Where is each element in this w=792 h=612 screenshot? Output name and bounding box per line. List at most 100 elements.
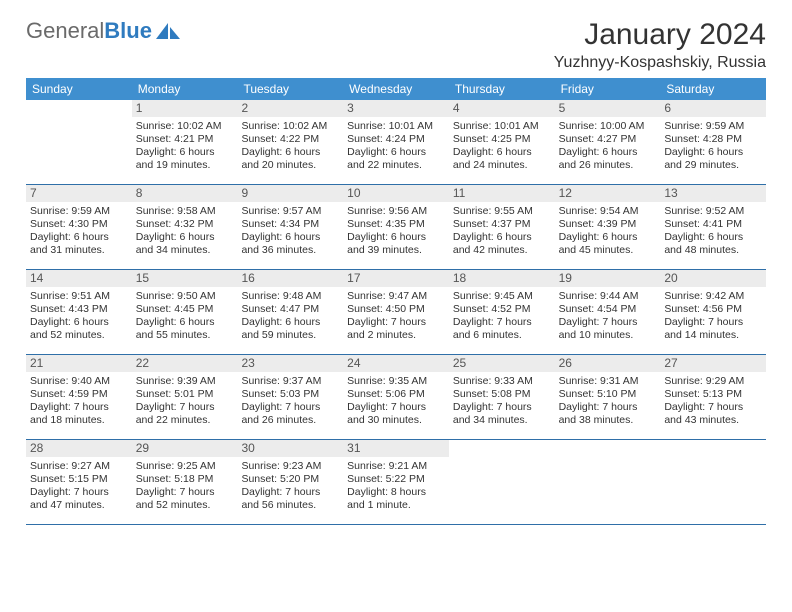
sunset-text: Sunset: 4:32 PM <box>136 218 234 231</box>
day-number: 14 <box>26 270 132 287</box>
daylight-text: Daylight: 6 hours and 19 minutes. <box>136 146 234 172</box>
day-cell: 2Sunrise: 10:02 AMSunset: 4:22 PMDayligh… <box>237 100 343 184</box>
weekday-header-row: Sunday Monday Tuesday Wednesday Thursday… <box>26 78 766 100</box>
sunset-text: Sunset: 4:43 PM <box>30 303 128 316</box>
daylight-text: Daylight: 6 hours and 42 minutes. <box>453 231 551 257</box>
day-number: 27 <box>660 355 766 372</box>
sunrise-text: Sunrise: 9:42 AM <box>664 290 762 303</box>
daylight-text: Daylight: 7 hours and 52 minutes. <box>136 486 234 512</box>
daylight-text: Daylight: 6 hours and 24 minutes. <box>453 146 551 172</box>
daylight-text: Daylight: 6 hours and 55 minutes. <box>136 316 234 342</box>
sunrise-text: Sunrise: 9:31 AM <box>559 375 657 388</box>
daylight-text: Daylight: 7 hours and 2 minutes. <box>347 316 445 342</box>
day-cell: 1Sunrise: 10:02 AMSunset: 4:21 PMDayligh… <box>132 100 238 184</box>
sunrise-text: Sunrise: 9:59 AM <box>664 120 762 133</box>
day-number: 30 <box>237 440 343 457</box>
day-number: 9 <box>237 185 343 202</box>
daylight-text: Daylight: 7 hours and 14 minutes. <box>664 316 762 342</box>
day-cell: 4Sunrise: 10:01 AMSunset: 4:25 PMDayligh… <box>449 100 555 184</box>
day-number: 8 <box>132 185 238 202</box>
day-number: 10 <box>343 185 449 202</box>
sunrise-text: Sunrise: 10:00 AM <box>559 120 657 133</box>
day-cell: 14 Sunrise: 9:51 AMSunset: 4:43 PMDayligh… <box>26 270 132 354</box>
sunrise-text: Sunrise: 9:48 AM <box>241 290 339 303</box>
day-cell <box>449 440 555 524</box>
weekday-header: Wednesday <box>343 78 449 100</box>
day-number: 19 <box>555 270 661 287</box>
header: GeneralBlue January 2024 Yuzhnyy-Kospash… <box>26 18 766 72</box>
day-cell: 12Sunrise: 9:54 AMSunset: 4:39 PMDayligh… <box>555 185 661 269</box>
sunrise-text: Sunrise: 9:25 AM <box>136 460 234 473</box>
daylight-text: Daylight: 6 hours and 48 minutes. <box>664 231 762 257</box>
sunrise-text: Sunrise: 9:58 AM <box>136 205 234 218</box>
day-number: 5 <box>555 100 661 117</box>
daylight-text: Daylight: 7 hours and 18 minutes. <box>30 401 128 427</box>
brand-part2: Blue <box>104 18 152 44</box>
day-cell: 16Sunrise: 9:48 AMSunset: 4:47 PMDayligh… <box>237 270 343 354</box>
sunrise-text: Sunrise: 9:51 AM <box>30 290 128 303</box>
day-cell: 17Sunrise: 9:47 AMSunset: 4:50 PMDayligh… <box>343 270 449 354</box>
sunrise-text: Sunrise: 9:23 AM <box>241 460 339 473</box>
day-cell: 22Sunrise: 9:39 AMSunset: 5:01 PMDayligh… <box>132 355 238 439</box>
sunset-text: Sunset: 4:21 PM <box>136 133 234 146</box>
day-number: 11 <box>449 185 555 202</box>
day-cell: 19Sunrise: 9:44 AMSunset: 4:54 PMDayligh… <box>555 270 661 354</box>
sunrise-text: Sunrise: 9:44 AM <box>559 290 657 303</box>
daylight-text: Daylight: 6 hours and 31 minutes. <box>30 231 128 257</box>
sunrise-text: Sunrise: 9:39 AM <box>136 375 234 388</box>
sunrise-text: Sunrise: 9:27 AM <box>30 460 128 473</box>
day-cell <box>555 440 661 524</box>
daylight-text: Daylight: 7 hours and 10 minutes. <box>559 316 657 342</box>
daylight-text: Daylight: 6 hours and 20 minutes. <box>241 146 339 172</box>
day-cell: 20 Sunrise: 9:42 AMSunset: 4:56 PMDayligh… <box>660 270 766 354</box>
weekday-header: Sunday <box>26 78 132 100</box>
week-row: 21Sunrise: 9:40 AMSunset: 4:59 PMDayligh… <box>26 355 766 440</box>
sunset-text: Sunset: 4:39 PM <box>559 218 657 231</box>
brand-part1: General <box>26 18 104 44</box>
sunset-text: Sunset: 4:25 PM <box>453 133 551 146</box>
day-cell: 8Sunrise: 9:58 AMSunset: 4:32 PMDaylight… <box>132 185 238 269</box>
daylight-text: Daylight: 6 hours and 39 minutes. <box>347 231 445 257</box>
sunset-text: Sunset: 4:27 PM <box>559 133 657 146</box>
day-number: 13 <box>660 185 766 202</box>
daylight-text: Daylight: 6 hours and 36 minutes. <box>241 231 339 257</box>
day-number: 16 <box>237 270 343 287</box>
day-cell: 18Sunrise: 9:45 AMSunset: 4:52 PMDayligh… <box>449 270 555 354</box>
sunset-text: Sunset: 4:28 PM <box>664 133 762 146</box>
daylight-text: Daylight: 6 hours and 52 minutes. <box>30 316 128 342</box>
sunset-text: Sunset: 4:52 PM <box>453 303 551 316</box>
day-number: 3 <box>343 100 449 117</box>
sunrise-text: Sunrise: 9:37 AM <box>241 375 339 388</box>
sunset-text: Sunset: 4:59 PM <box>30 388 128 401</box>
week-row: 7Sunrise: 9:59 AMSunset: 4:30 PMDaylight… <box>26 185 766 270</box>
sunset-text: Sunset: 5:06 PM <box>347 388 445 401</box>
month-title: January 2024 <box>554 18 766 52</box>
sunset-text: Sunset: 4:35 PM <box>347 218 445 231</box>
day-number: 6 <box>660 100 766 117</box>
day-cell: 9Sunrise: 9:57 AMSunset: 4:34 PMDaylight… <box>237 185 343 269</box>
day-number: 28 <box>26 440 132 457</box>
day-number: 18 <box>449 270 555 287</box>
daylight-text: Daylight: 7 hours and 34 minutes. <box>453 401 551 427</box>
daylight-text: Daylight: 6 hours and 45 minutes. <box>559 231 657 257</box>
sunset-text: Sunset: 5:01 PM <box>136 388 234 401</box>
sunset-text: Sunset: 4:24 PM <box>347 133 445 146</box>
sunset-text: Sunset: 5:03 PM <box>241 388 339 401</box>
sunset-text: Sunset: 4:56 PM <box>664 303 762 316</box>
day-number: 20 <box>660 270 766 287</box>
day-cell: 3Sunrise: 10:01 AMSunset: 4:24 PMDayligh… <box>343 100 449 184</box>
weekday-header: Tuesday <box>237 78 343 100</box>
sunrise-text: Sunrise: 9:57 AM <box>241 205 339 218</box>
day-number: 15 <box>132 270 238 287</box>
day-number: 1 <box>132 100 238 117</box>
day-cell: 23Sunrise: 9:37 AMSunset: 5:03 PMDayligh… <box>237 355 343 439</box>
sunset-text: Sunset: 4:30 PM <box>30 218 128 231</box>
daylight-text: Daylight: 7 hours and 47 minutes. <box>30 486 128 512</box>
weekday-header: Thursday <box>449 78 555 100</box>
day-number: 22 <box>132 355 238 372</box>
day-cell: 5Sunrise: 10:00 AMSunset: 4:27 PMDayligh… <box>555 100 661 184</box>
day-number: 31 <box>343 440 449 457</box>
week-row: 1Sunrise: 10:02 AMSunset: 4:21 PMDayligh… <box>26 100 766 185</box>
weekday-header: Friday <box>555 78 661 100</box>
sunset-text: Sunset: 4:37 PM <box>453 218 551 231</box>
